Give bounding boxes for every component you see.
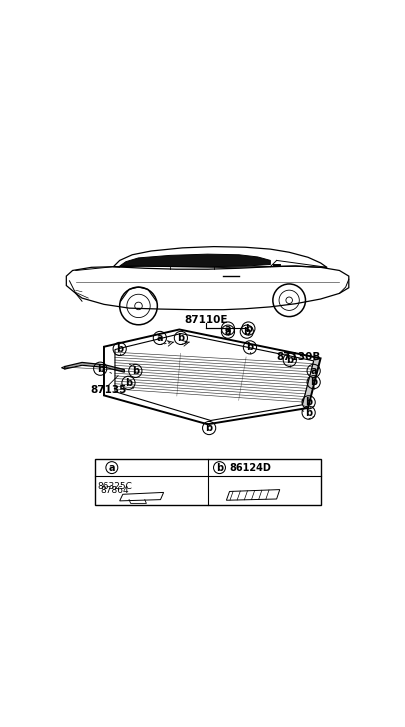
Text: a: a — [310, 366, 317, 376]
Text: 87110E: 87110E — [184, 315, 228, 325]
Text: b: b — [305, 397, 312, 407]
Text: b: b — [246, 342, 254, 353]
Bar — [94, 459, 321, 505]
Polygon shape — [120, 254, 271, 267]
Text: 87135: 87135 — [90, 385, 127, 395]
Text: 86325C: 86325C — [98, 481, 132, 491]
Text: b: b — [245, 324, 252, 334]
Text: 86124D: 86124D — [229, 462, 271, 473]
Text: 87864: 87864 — [101, 486, 129, 494]
Text: b: b — [125, 378, 132, 387]
Text: a: a — [225, 326, 231, 337]
Text: a: a — [225, 324, 231, 334]
Text: b: b — [177, 333, 184, 343]
Text: b: b — [206, 423, 213, 433]
Text: b: b — [216, 462, 223, 473]
Text: 87130B: 87130B — [277, 352, 321, 362]
Text: b: b — [132, 366, 139, 376]
Text: b: b — [116, 344, 123, 354]
Polygon shape — [303, 358, 321, 408]
Text: b: b — [310, 377, 317, 387]
Text: a: a — [157, 333, 163, 343]
Text: b: b — [97, 364, 104, 374]
Text: b: b — [305, 408, 312, 417]
Text: b: b — [286, 355, 293, 365]
Text: b: b — [243, 326, 250, 337]
Text: a: a — [109, 462, 115, 473]
